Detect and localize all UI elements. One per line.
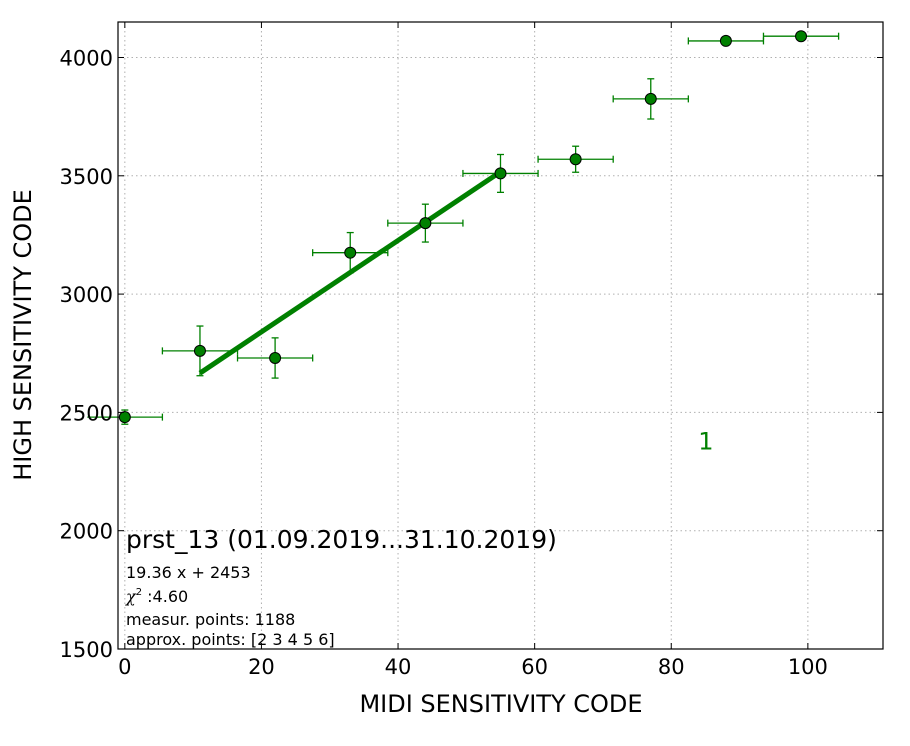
data-point	[569, 153, 582, 166]
chi-exponent: 2	[136, 587, 142, 598]
data-point	[795, 30, 808, 43]
x-tick-label: 60	[521, 655, 548, 679]
x-tick-label: 40	[385, 655, 412, 679]
x-tick-label: 100	[788, 655, 828, 679]
chi-square: χ2 :4.60	[125, 587, 188, 606]
axis-ticks: 0 20 40 60 80 100 1500 2000 2500 3000 3500 4000	[60, 22, 883, 679]
chart-title: prst_13 (01.09.2019...31.10.2019)	[126, 525, 557, 554]
y-tick-label: 3500	[60, 165, 113, 189]
series-id-label: 1	[698, 427, 713, 455]
x-tick-label: 0	[118, 655, 131, 679]
data-point	[644, 92, 657, 105]
approx-points: approx. points: [2 3 4 5 6]	[126, 630, 335, 649]
data-point	[193, 344, 206, 357]
y-tick-label: 2500	[60, 401, 113, 425]
y-tick-label: 2000	[60, 520, 113, 544]
data-point	[344, 246, 357, 259]
data-points-group	[87, 30, 840, 425]
y-axis-label: HIGH SENSITIVITY CODE	[9, 189, 37, 481]
grid-lines	[118, 22, 883, 650]
chi-value: :4.60	[142, 587, 188, 606]
data-point	[719, 34, 732, 47]
y-tick-label: 1500	[60, 638, 113, 662]
data-point	[269, 351, 282, 364]
y-tick-label: 4000	[60, 46, 113, 70]
fit-equation: 19.36 x + 2453	[126, 563, 251, 582]
plot-frame	[117, 21, 884, 650]
x-axis-label: MIDI SENSITIVITY CODE	[359, 690, 642, 718]
measured-points: measur. points: 1188	[126, 610, 295, 629]
data-point	[118, 411, 131, 424]
data-point	[419, 217, 432, 230]
x-tick-label: 80	[658, 655, 685, 679]
y-tick-label: 3000	[60, 283, 113, 307]
chi-symbol: χ	[125, 587, 137, 606]
data-point	[494, 167, 507, 180]
x-tick-label: 20	[248, 655, 275, 679]
